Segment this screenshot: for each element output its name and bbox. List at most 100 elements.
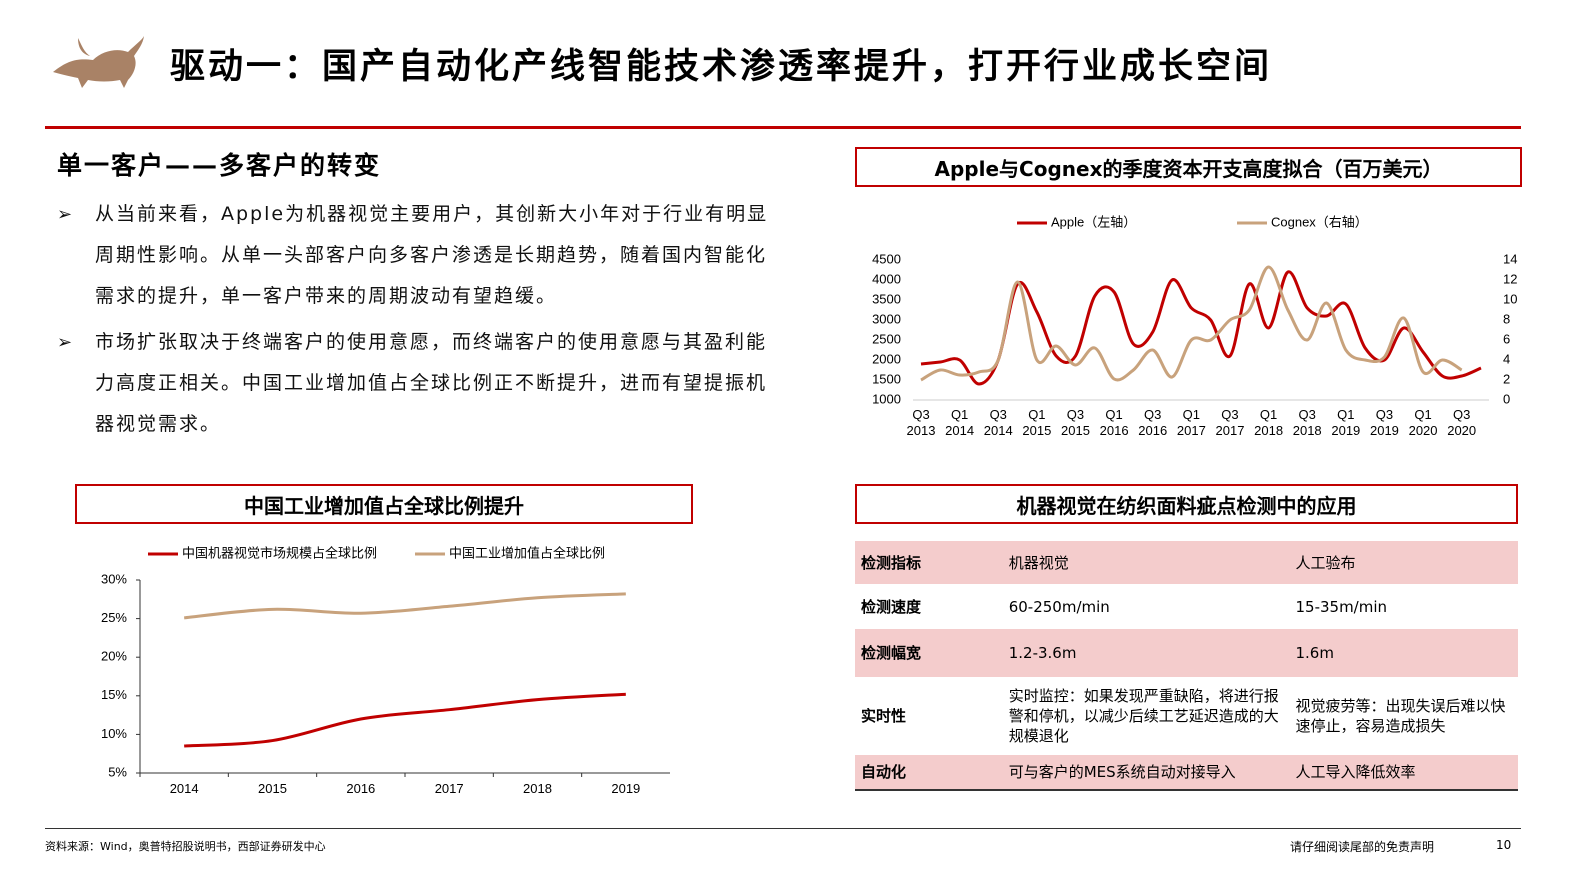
x-tick-line: Q1 — [1028, 407, 1045, 422]
y-tick-label: 4000 — [872, 271, 901, 286]
chart-title: 中国工业增加值占全球比例提升 — [75, 484, 693, 524]
page-number: 10 — [1496, 838, 1512, 852]
x-tick-line: Q3 — [1453, 407, 1470, 422]
x-tick-line: Q3 — [990, 407, 1007, 422]
table-cell: 人工导入降低效率 — [1295, 763, 1416, 781]
y-tick-label: 1500 — [872, 371, 901, 386]
chart-title: Apple与Cognex的季度资本开支高度拟合（百万美元） — [855, 147, 1522, 187]
x-tick-line: 2017 — [1177, 423, 1206, 438]
x-tick-label: Q1 2020 — [1409, 407, 1438, 438]
x-tick-label: Q1 2015 — [1022, 407, 1051, 438]
legend-label: 中国机器视觉市场规模占全球比例 — [182, 545, 377, 560]
legend-label: Cognex（右轴） — [1271, 214, 1368, 229]
table-cell: 15-35m/min — [1295, 597, 1388, 616]
x-tick-line: 2020 — [1409, 423, 1438, 438]
x-tick-line: Q1 — [1183, 407, 1200, 422]
table-row: 实时性 实时监控：如果发现严重缺陷，将进行报警和停机，以减少后续工艺延迟造成的大规… — [855, 677, 1518, 755]
table-cell: 60-250m/min — [1008, 597, 1110, 616]
page-title: 驱动一：国产自动化产线智能技术渗透率提升，打开行业成长空间 — [170, 47, 1273, 87]
x-tick-line: 2016 — [1100, 423, 1129, 438]
x-tick-label: 2015 — [258, 781, 287, 796]
x-tick-label: Q3 2019 — [1370, 407, 1399, 438]
x-tick-label: 2014 — [170, 781, 199, 796]
table-cell: 人工验布 — [1295, 553, 1356, 572]
x-tick-label: Q1 2016 — [1100, 407, 1129, 438]
y-tick-label: 20% — [101, 649, 127, 664]
table-cell: 实时监控：如果发现严重缺陷，将进行报警和停机，以减少后续工艺延迟造成的大规模退化 — [1008, 687, 1279, 745]
bullet: 市场扩张取决于终端客户的使用意愿，而终端客户的使用意愿与其盈利能力高度正相关。中… — [55, 322, 785, 445]
legend-label: Apple（左轴） — [1051, 214, 1136, 229]
table-cell: 可与客户的MES系统自动对接导入 — [1008, 763, 1236, 781]
y2-tick-label: 6 — [1503, 331, 1510, 346]
y-tick-label: 3500 — [872, 291, 901, 306]
x-tick-line: 2016 — [1138, 423, 1167, 438]
x-tick-label: Q1 2014 — [945, 407, 974, 438]
y-tick-label: 2500 — [872, 331, 901, 346]
x-tick-line: 2019 — [611, 781, 640, 796]
x-tick-line: Q1 — [951, 407, 968, 422]
table-cell: 机器视觉 — [1008, 553, 1069, 572]
table-row: 自动化 可与客户的MES系统自动对接导入 人工导入降低效率 — [855, 755, 1518, 790]
x-tick-line: Q3 — [1144, 407, 1161, 422]
y-tick-label: 4500 — [872, 251, 901, 266]
y-tick-label: 15% — [101, 687, 127, 702]
y2-tick-label: 4 — [1503, 351, 1510, 366]
x-tick-label: Q1 2018 — [1254, 407, 1283, 438]
table-title: 机器视觉在纺织面料疵点检测中的应用 — [855, 484, 1518, 524]
table-cell: 检测速度 — [861, 597, 922, 616]
x-tick-line: Q1 — [1337, 407, 1354, 422]
section-heading: 单一客户——多客户的转变 — [57, 151, 382, 180]
x-tick-line: 2019 — [1370, 423, 1399, 438]
x-tick-label: Q1 2017 — [1177, 407, 1206, 438]
table: 检测指标 机器视觉 人工验布检测速度 60-250m/min 15-35m/min 检测幅… — [855, 541, 1518, 791]
table-row: 检测速度 60-250m/min 15-35m/min — [855, 584, 1518, 629]
table-cell: 自动化 — [861, 763, 907, 781]
table-row: 检测幅宽 1.2-3.6m 1.6m — [855, 629, 1518, 677]
x-tick-line: 2020 — [1447, 423, 1476, 438]
x-tick-line: Q1 — [1105, 407, 1122, 422]
x-tick-line: Q1 — [1260, 407, 1277, 422]
x-tick-line: 2014 — [984, 423, 1013, 438]
table-row: 检测指标 机器视觉 人工验布 — [855, 541, 1518, 584]
x-tick-line: 2016 — [346, 781, 375, 796]
table-cell: 检测指标 — [861, 553, 922, 572]
x-tick-label: 2016 — [346, 781, 375, 796]
y2-tick-label: 12 — [1503, 271, 1517, 286]
y-tick-label: 5% — [108, 764, 127, 779]
x-tick-label: Q1 2019 — [1331, 407, 1360, 438]
header-rule — [45, 126, 1521, 129]
x-tick-label: Q3 2018 — [1293, 407, 1322, 438]
x-tick-line: 2014 — [945, 423, 974, 438]
y-tick-label: 10% — [101, 726, 127, 741]
x-tick-line: 2017 — [435, 781, 464, 796]
table-cell: 1.2-3.6m — [1008, 644, 1077, 662]
y2-tick-label: 8 — [1503, 311, 1510, 326]
x-tick-label: Q3 2013 — [907, 407, 936, 438]
y-tick-label: 30% — [101, 571, 127, 586]
x-tick-line: Q3 — [912, 407, 929, 422]
x-tick-label: 2018 — [523, 781, 552, 796]
x-tick-label: Q3 2017 — [1216, 407, 1245, 438]
x-tick-line: 2019 — [1331, 423, 1360, 438]
series-line — [920, 265, 1463, 382]
y2-tick-label: 14 — [1503, 251, 1517, 266]
y2-tick-label: 2 — [1503, 371, 1510, 386]
table-cell: 实时性 — [861, 707, 907, 725]
y-tick-label: 25% — [101, 610, 127, 625]
x-tick-label: 2017 — [435, 781, 464, 796]
y-tick-label: 1000 — [872, 391, 901, 406]
x-tick-line: 2015 — [1061, 423, 1090, 438]
table-cell: 检测幅宽 — [861, 644, 922, 662]
x-tick-line: 2015 — [1022, 423, 1051, 438]
x-tick-line: Q3 — [1376, 407, 1393, 422]
logo — [53, 36, 144, 88]
legend-label: 中国工业增加值占全球比例 — [449, 545, 605, 560]
x-tick-label: 2019 — [611, 781, 640, 796]
footer-rule — [45, 828, 1521, 829]
x-tick-line: 2018 — [523, 781, 552, 796]
x-tick-line: 2018 — [1293, 423, 1322, 438]
x-tick-line: 2017 — [1216, 423, 1245, 438]
y2-tick-label: 10 — [1503, 291, 1517, 306]
x-tick-line: Q3 — [1299, 407, 1316, 422]
